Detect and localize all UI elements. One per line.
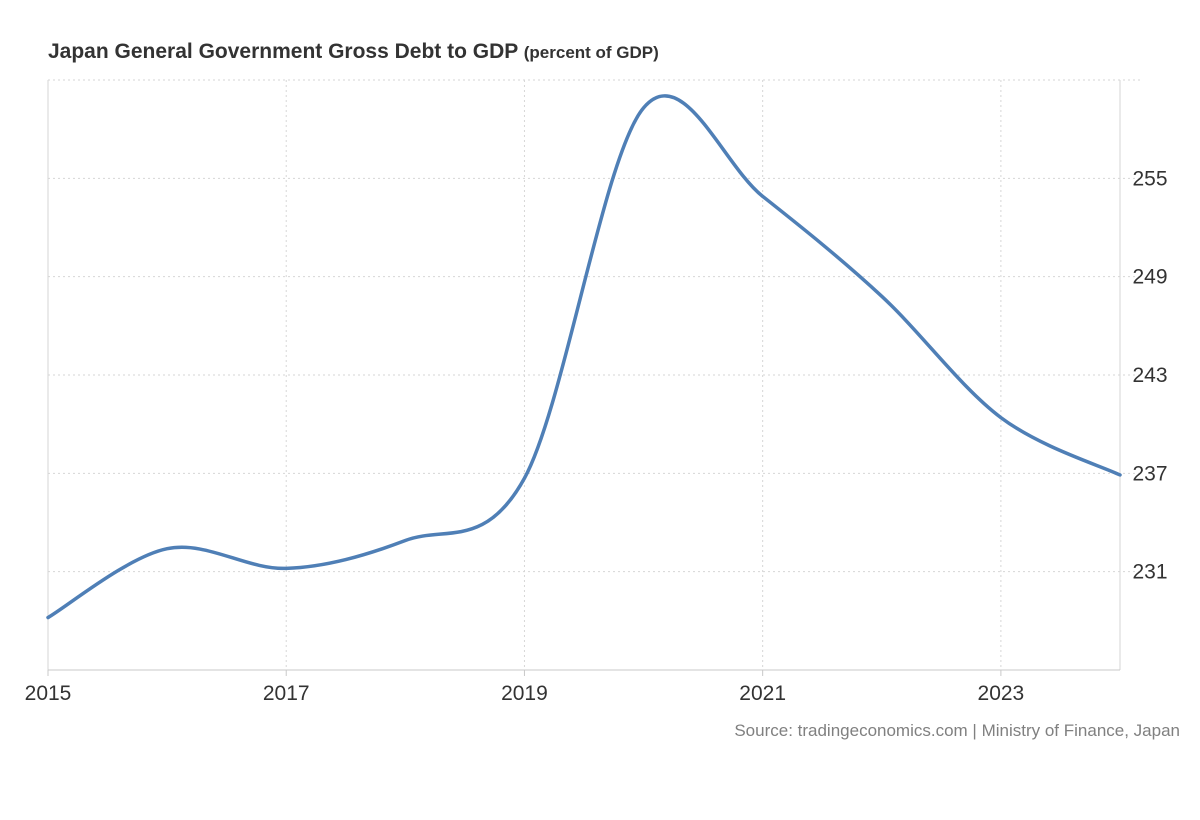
x-tick-label: 2023	[978, 682, 1025, 705]
y-tick-label: 243	[1132, 364, 1167, 387]
y-tick-label: 237	[1132, 462, 1167, 485]
series-layer	[46, 94, 1122, 620]
x-tick-label: 2017	[263, 682, 310, 705]
tick-labels: 231 237 243 249 255 2015 2017 2019 2021 2023	[25, 167, 1168, 705]
y-tick-label: 249	[1132, 266, 1167, 289]
chart-title: Japan General Government Gross Debt to G…	[48, 40, 659, 64]
chart-unit-label: (percent of GDP)	[523, 43, 659, 62]
y-tick-label: 255	[1132, 167, 1167, 190]
grid-lines	[48, 79, 1140, 670]
source-note: Source: tradingeconomics.com | Ministry …	[734, 721, 1180, 740]
chart-title-text: Japan General Government Gross Debt to G…	[48, 40, 518, 63]
y-tick-label: 231	[1132, 561, 1167, 584]
axes	[47, 80, 1121, 676]
x-tick-label: 2021	[739, 682, 786, 705]
x-tick-label: 2015	[25, 682, 72, 705]
x-tick-label: 2019	[501, 682, 548, 705]
series-line	[46, 94, 1122, 620]
